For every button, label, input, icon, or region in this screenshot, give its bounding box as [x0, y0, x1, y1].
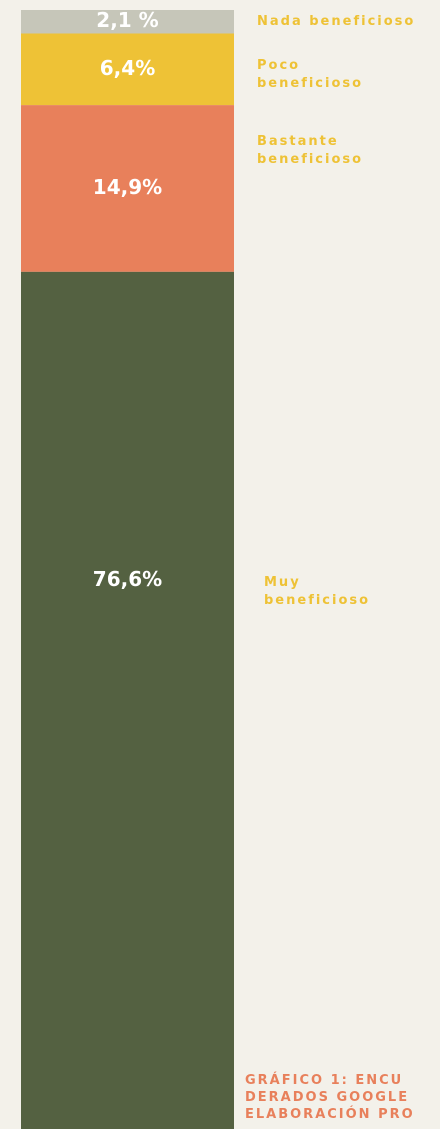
value-label: 14,9%	[93, 175, 162, 199]
value-label: 76,6%	[93, 567, 162, 591]
caption-line: ELABORACIÓN PRO	[245, 1107, 415, 1122]
bar-segment	[21, 105, 234, 272]
category-label: Bastante beneficioso	[257, 134, 364, 168]
value-label: 2,1 %	[96, 8, 158, 32]
caption-line: DERADOS GOOGLE	[245, 1090, 410, 1105]
value-label: 6,4%	[100, 56, 155, 80]
category-label: Nada beneficioso	[257, 13, 416, 29]
bar-segment	[21, 33, 234, 106]
category-label: Muy beneficioso	[264, 575, 371, 609]
bar-segment	[21, 10, 234, 34]
category-label: Poco beneficioso	[257, 58, 364, 92]
bar-segment	[21, 271, 234, 1129]
caption-line: GRÁFICO 1: ENCU	[245, 1073, 404, 1088]
